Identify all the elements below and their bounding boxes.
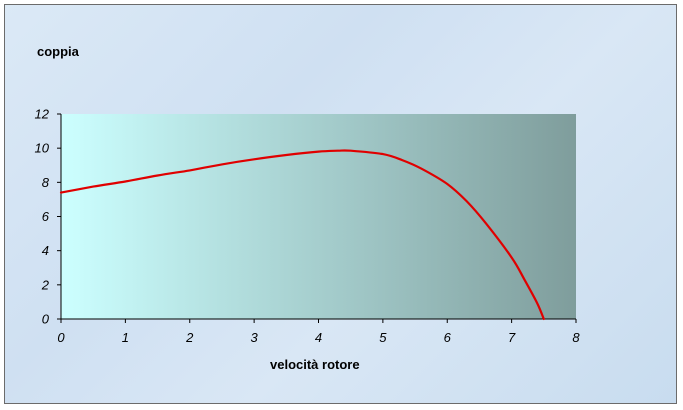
x-tick-label: 6: [444, 330, 452, 345]
x-tick-label: 2: [185, 330, 194, 345]
y-axis-title: coppia: [37, 44, 79, 59]
y-tick-label: 8: [42, 175, 50, 190]
x-tick-label: 7: [508, 330, 516, 345]
y-tick-label: 12: [35, 107, 50, 122]
x-tick-label: 5: [379, 330, 387, 345]
y-tick-label: 10: [35, 141, 50, 156]
y-tick-label: 0: [42, 312, 50, 327]
x-tick-label: 1: [122, 330, 129, 345]
x-tick-label: 3: [251, 330, 259, 345]
series-line: [59, 149, 545, 321]
x-tick-label: 0: [57, 330, 65, 345]
y-tick-label: 4: [42, 243, 49, 258]
x-tick-label: 8: [572, 330, 580, 345]
y-tick-label: 6: [42, 209, 50, 224]
x-tick-label: 4: [315, 330, 322, 345]
plot-area: [61, 114, 576, 319]
y-tick-label: 2: [41, 277, 50, 292]
x-axis-title: velocità rotore: [270, 357, 360, 372]
